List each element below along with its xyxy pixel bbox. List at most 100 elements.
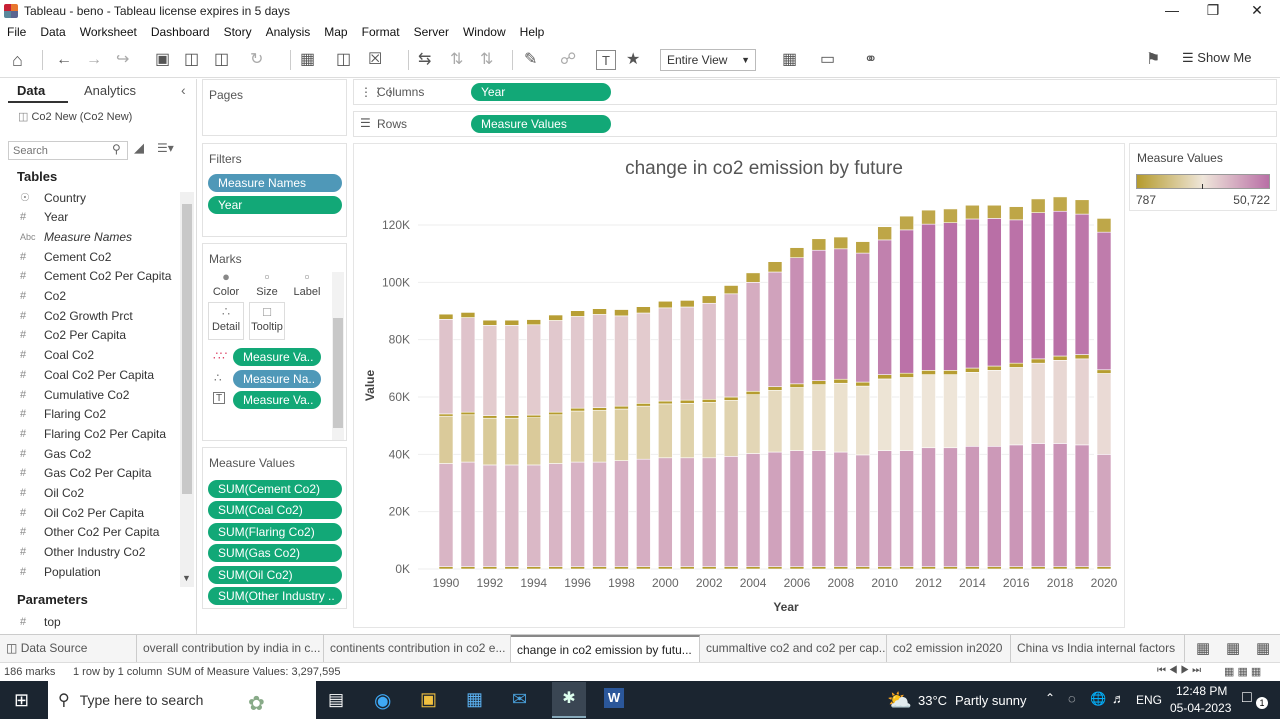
- bar-segment[interactable]: [943, 374, 958, 449]
- bar-segment[interactable]: [987, 446, 1002, 568]
- menu-format[interactable]: Format: [361, 25, 400, 39]
- bar-segment[interactable]: [679, 300, 695, 308]
- bar-segment[interactable]: [723, 456, 739, 568]
- highlight-icon[interactable]: ✎: [524, 51, 538, 68]
- bar-segment[interactable]: [504, 325, 520, 416]
- parameter-item[interactable]: # top: [20, 612, 61, 631]
- bar-segment[interactable]: [1030, 566, 1046, 570]
- undo-icon[interactable]: ←: [56, 51, 72, 68]
- windows-start-icon[interactable]: ⊞: [14, 690, 30, 710]
- share-icon[interactable]: ⚭: [864, 51, 878, 68]
- bar-segment[interactable]: [899, 215, 914, 231]
- pin-icon[interactable]: ⚑: [1146, 51, 1161, 68]
- network-icon[interactable]: 🌐: [1090, 691, 1107, 706]
- bar-segment[interactable]: [658, 307, 673, 402]
- bar-segment[interactable]: [548, 566, 563, 570]
- field-item[interactable]: # Flaring Co2 Per Capita: [20, 424, 166, 443]
- filter-icon[interactable]: ◢: [134, 140, 144, 155]
- measure-pill-gas[interactable]: SUM(Gas Co2): [208, 544, 342, 562]
- bar-segment[interactable]: [1008, 362, 1024, 368]
- task-view-icon[interactable]: ▤: [328, 690, 345, 709]
- bar-segment[interactable]: [723, 293, 739, 398]
- bar-segment[interactable]: [614, 566, 629, 570]
- detail-button[interactable]: ∴ Detail: [208, 302, 244, 340]
- sheet-nav-icons[interactable]: ⏮ ◀ ▶ ⏭: [1157, 665, 1202, 676]
- bar-segment[interactable]: [877, 378, 892, 451]
- bar-segment[interactable]: [745, 272, 761, 283]
- menu-file[interactable]: File: [7, 25, 27, 39]
- bar-segment[interactable]: [965, 446, 980, 568]
- bar-segment[interactable]: [855, 381, 871, 387]
- bar-segment[interactable]: [679, 566, 695, 570]
- bar-segment[interactable]: [658, 457, 673, 568]
- bar-segment[interactable]: [789, 247, 805, 258]
- bar-segment[interactable]: [723, 566, 739, 570]
- tray-chevron-icon[interactable]: ⌃: [1045, 691, 1056, 705]
- field-item[interactable]: # Oil Co2: [20, 484, 84, 503]
- bar-segment[interactable]: [679, 306, 695, 401]
- bar-segment[interactable]: [548, 314, 563, 321]
- bar-segment[interactable]: [943, 447, 958, 568]
- bar-segment[interactable]: [570, 316, 585, 409]
- clock-time[interactable]: 12:48 PM: [1176, 684, 1228, 698]
- measure-pill-coal[interactable]: SUM(Coal Co2): [208, 501, 342, 519]
- bar-segment[interactable]: [679, 457, 695, 568]
- bar-segment[interactable]: [921, 223, 936, 371]
- bar-segment[interactable]: [723, 400, 739, 457]
- bar-segment[interactable]: [460, 411, 476, 416]
- filter-pill-year[interactable]: Year: [208, 196, 342, 214]
- bar-segment[interactable]: [504, 417, 520, 466]
- bar-segment[interactable]: [1052, 210, 1068, 357]
- bar-segment[interactable]: [526, 414, 542, 418]
- presentation-mode-icon[interactable]: ▭: [820, 51, 836, 68]
- language-indicator[interactable]: ENG: [1136, 693, 1163, 707]
- menu-server[interactable]: Server: [413, 25, 449, 39]
- bar-segment[interactable]: [899, 450, 914, 568]
- bar-segment[interactable]: [592, 566, 607, 570]
- field-item[interactable]: # Gas Co2 Per Capita: [20, 464, 151, 483]
- datasource-item[interactable]: ◫ Co2 New (Co2 New): [18, 110, 132, 123]
- bar-segment[interactable]: [548, 320, 563, 413]
- bar-segment[interactable]: [679, 403, 695, 459]
- bar-segment[interactable]: [438, 313, 454, 320]
- columns-pill-year[interactable]: Year: [471, 83, 611, 101]
- field-item[interactable]: # Cumulative Co2: [20, 385, 129, 404]
- bar-segment[interactable]: [789, 566, 805, 570]
- bar-segment[interactable]: [438, 319, 454, 415]
- sheet-tab[interactable]: China vs India internal factors: [1011, 635, 1185, 662]
- bar-segment[interactable]: [1052, 196, 1068, 212]
- bar-segment[interactable]: [570, 410, 585, 463]
- bar-segment[interactable]: [570, 407, 585, 412]
- bar-segment[interactable]: [658, 400, 673, 405]
- bar-segment[interactable]: [548, 463, 563, 568]
- sort-ascending-icon[interactable]: ⇅: [450, 51, 464, 68]
- menu-map[interactable]: Map: [324, 25, 348, 39]
- rows-shelf[interactable]: ☰ Rows Measure Values: [353, 111, 1277, 137]
- minimize-icon[interactable]: —: [1165, 2, 1179, 18]
- bar-segment[interactable]: [965, 204, 980, 220]
- bar-segment[interactable]: [899, 229, 914, 374]
- bar-segment[interactable]: [899, 377, 914, 451]
- bar-segment[interactable]: [789, 383, 805, 388]
- bar-segment[interactable]: [921, 566, 936, 570]
- bar-segment[interactable]: [745, 566, 761, 570]
- bar-segment[interactable]: [767, 386, 783, 391]
- mark-pill-detail[interactable]: Measure Na..: [233, 370, 321, 388]
- bar-segment[interactable]: [460, 461, 476, 568]
- tray-sync-icon[interactable]: ◌: [1068, 691, 1076, 706]
- new-story-tab-icon[interactable]: ▦: [1256, 640, 1271, 657]
- bar-segment[interactable]: [636, 405, 651, 460]
- bar-segment[interactable]: [548, 414, 563, 464]
- refresh-icon[interactable]: ↻: [250, 51, 264, 68]
- bar-segment[interactable]: [767, 261, 783, 273]
- bar-segment[interactable]: [1096, 454, 1112, 568]
- bar-segment[interactable]: [965, 367, 980, 373]
- bar-segment[interactable]: [833, 566, 849, 570]
- bar-segment[interactable]: [1008, 566, 1024, 570]
- bar-segment[interactable]: [592, 308, 607, 315]
- bar-segment[interactable]: [1008, 444, 1024, 568]
- marks-scrollbar[interactable]: [332, 272, 344, 440]
- menu-analysis[interactable]: Analysis: [265, 25, 311, 39]
- field-item[interactable]: Abc Measure Names: [20, 227, 132, 246]
- notifications-icon[interactable]: □: [1242, 689, 1252, 706]
